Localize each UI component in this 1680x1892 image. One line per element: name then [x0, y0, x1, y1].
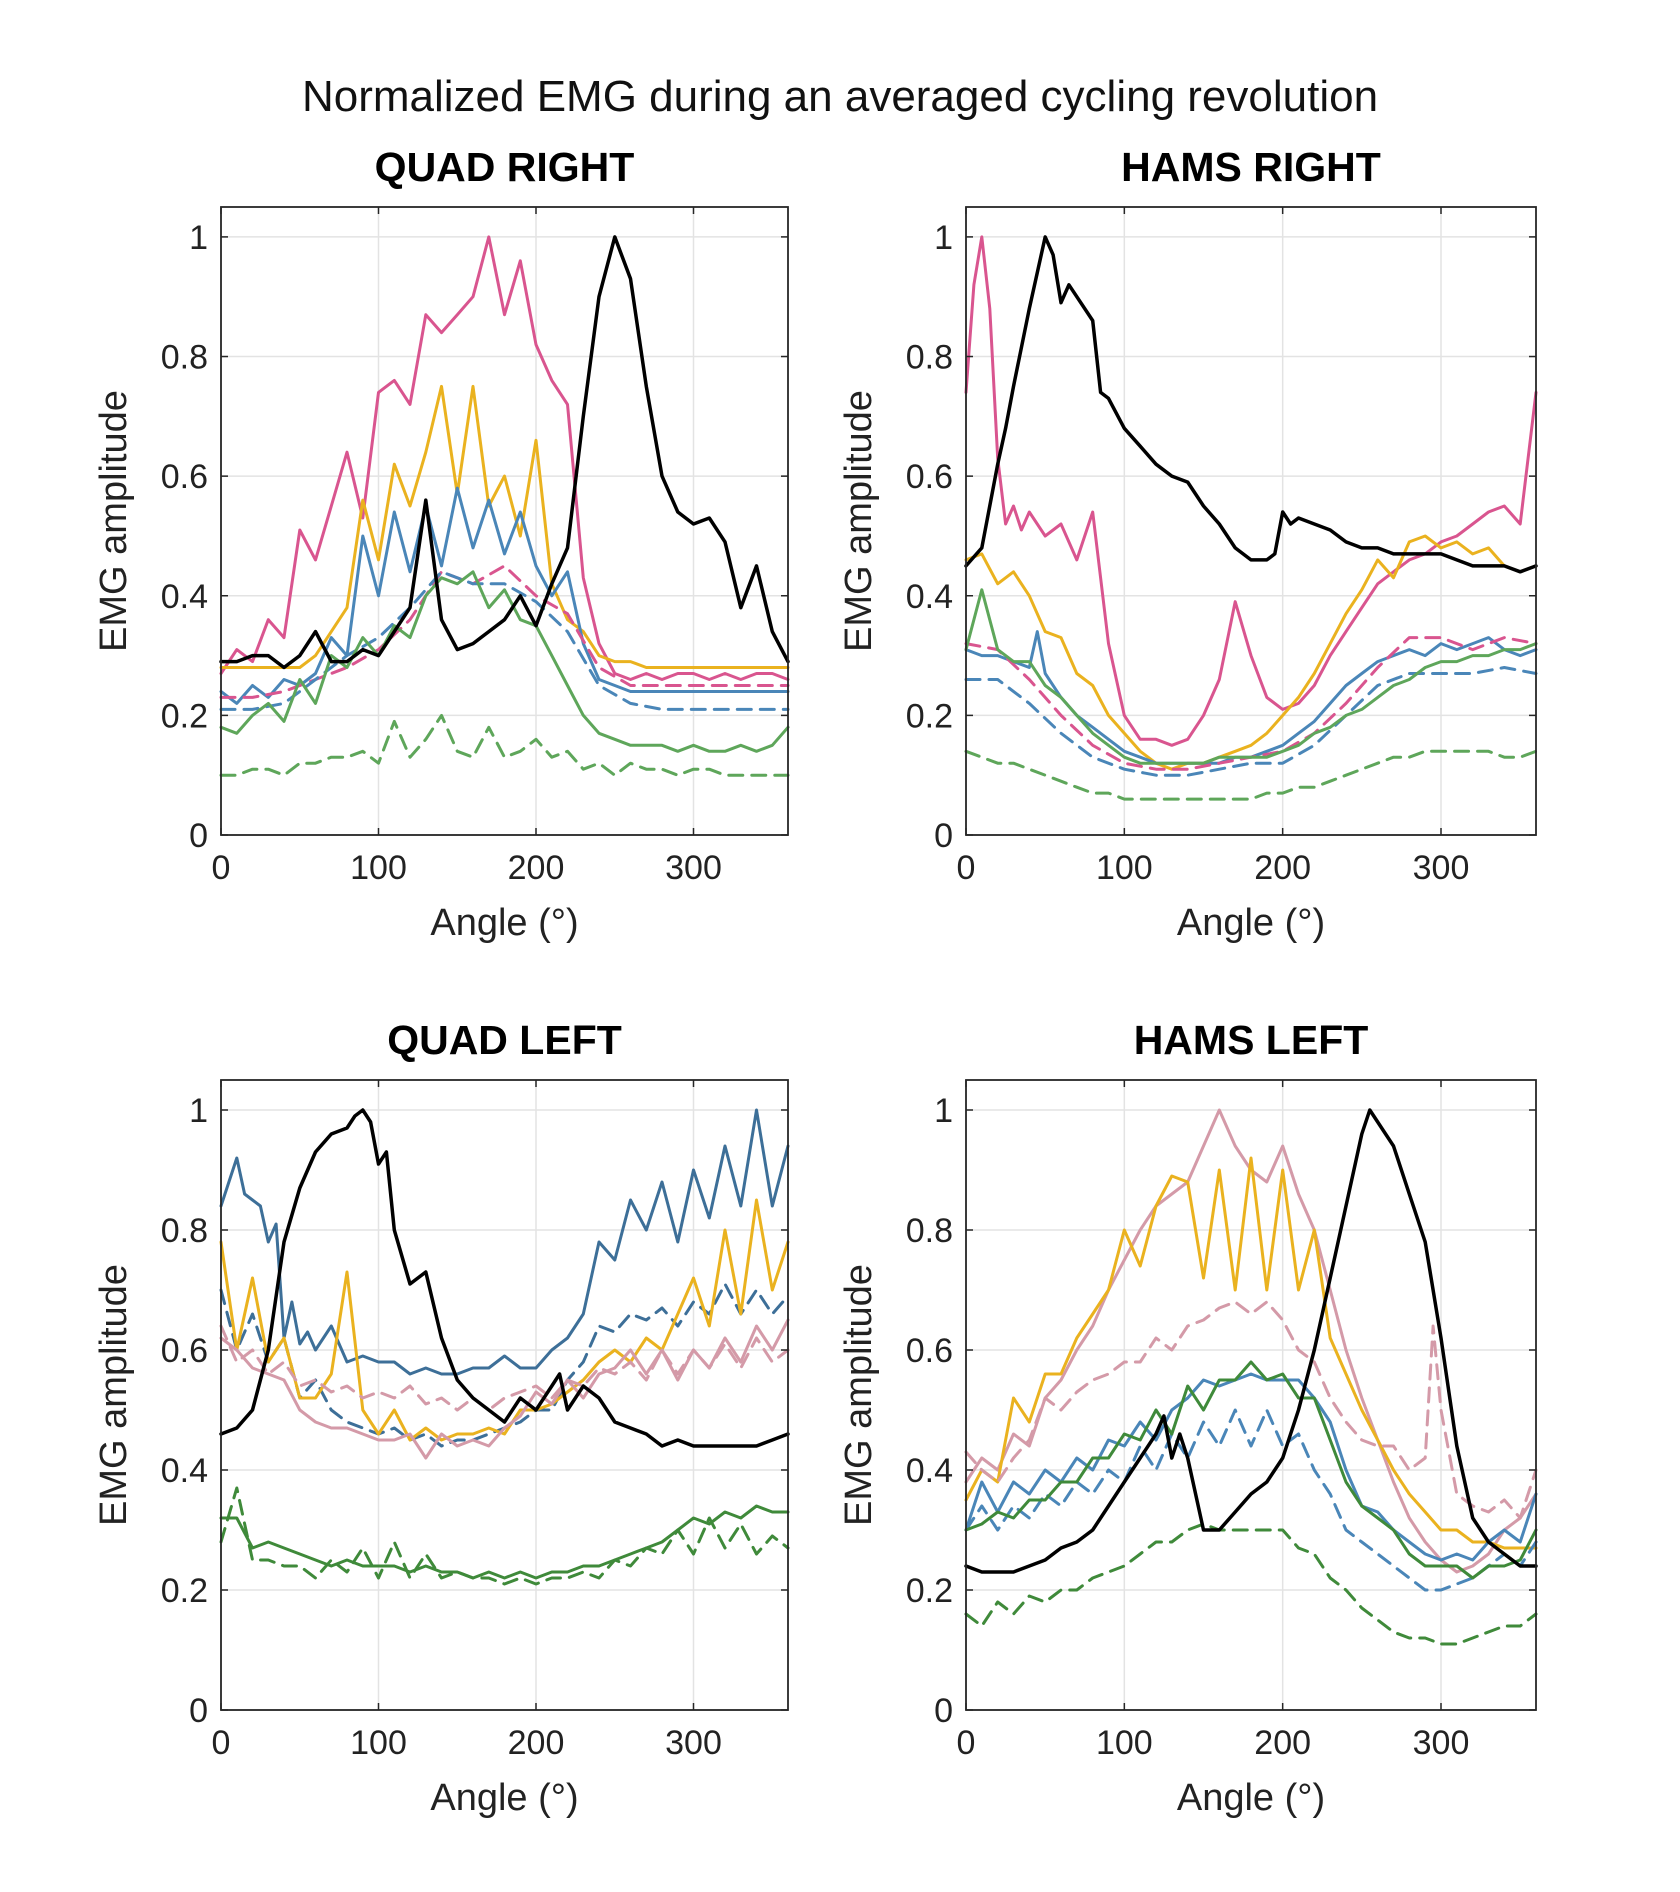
series-line-2 — [964, 1300, 1538, 1520]
x-tick-label: 200 — [508, 1724, 565, 1762]
y-tick-label: 0.8 — [906, 339, 953, 377]
y-tick-label: 0 — [189, 817, 208, 855]
series-line-5 — [219, 1108, 790, 1448]
y-tick-label: 0.2 — [161, 1572, 208, 1610]
y-tick-label: 0.8 — [906, 1212, 953, 1250]
plot-background — [966, 207, 1536, 835]
y-tick-label: 0.4 — [161, 578, 208, 616]
x-axis-label: Angle (°) — [430, 902, 578, 944]
x-tick-label: 200 — [1254, 849, 1311, 887]
series-line-4 — [219, 570, 790, 711]
series-line-5 — [964, 1360, 1538, 1580]
y-axis-label: EMG amplitude — [93, 390, 135, 652]
y-tick-label: 0 — [189, 1692, 208, 1730]
panel-title: QUAD LEFT — [387, 1017, 622, 1063]
series-line-4 — [964, 666, 1538, 777]
y-tick-label: 0.6 — [161, 458, 208, 496]
series-line-1 — [964, 534, 1538, 771]
x-tick-label: 300 — [1413, 1724, 1470, 1762]
y-axis-label: EMG amplitude — [838, 390, 880, 652]
x-tick-label: 100 — [350, 1724, 407, 1762]
plot-frame — [220, 206, 789, 836]
y-tick-label: 1 — [934, 219, 953, 257]
series-line-0 — [964, 235, 1538, 747]
y-tick-label: 0.2 — [906, 697, 953, 735]
x-tick-label: 300 — [665, 849, 722, 887]
y-axis-label: EMG amplitude — [93, 1264, 135, 1526]
y-tick-label: 0.6 — [161, 1332, 208, 1370]
series-line-7 — [964, 235, 1538, 574]
plot-frame — [965, 1079, 1537, 1711]
chart-3: 0 100 200 300 0 0.2 0.4 0.6 0.8 1 HAMS LEFT Angle (… — [838, 1017, 1538, 1819]
x-axis-label: Angle (°) — [1177, 1777, 1325, 1819]
chart-2: 0 100 200 300 0 0.2 0.4 0.6 0.8 1 QUAD LEFT Angle (… — [93, 1017, 790, 1819]
x-tick-label: 0 — [212, 1724, 231, 1762]
x-tick-label: 300 — [665, 1724, 722, 1762]
series-line-2 — [219, 1198, 790, 1442]
series-line-1 — [219, 384, 790, 669]
series-line-7 — [964, 1108, 1538, 1574]
y-tick-label: 0.4 — [161, 1452, 208, 1490]
series-line-6 — [964, 749, 1538, 801]
y-tick-label: 0.6 — [906, 1332, 953, 1370]
chart-0: 0 100 200 300 0 0.2 0.4 0.6 0.8 1 QUAD RIGHT Angle … — [93, 144, 790, 944]
series-line-0 — [219, 1108, 790, 1376]
y-tick-label: 0.6 — [906, 458, 953, 496]
series-line-2 — [219, 486, 790, 705]
x-axis-label: Angle (°) — [1177, 902, 1325, 944]
series-line-7 — [219, 1486, 790, 1586]
x-tick-label: 300 — [1413, 849, 1470, 887]
series-line-4 — [964, 1408, 1538, 1592]
x-tick-label: 100 — [1096, 849, 1153, 887]
y-tick-label: 0 — [934, 1692, 953, 1730]
y-tick-label: 0.4 — [906, 1452, 953, 1490]
y-tick-label: 0 — [934, 817, 953, 855]
series-line-5 — [219, 570, 790, 753]
series-line-5 — [964, 588, 1538, 765]
x-tick-label: 0 — [212, 849, 231, 887]
x-tick-label: 0 — [957, 1724, 976, 1762]
chart-1: 0 100 200 300 0 0.2 0.4 0.6 0.8 1 HAMS RIGHT Angle … — [838, 144, 1538, 944]
x-tick-label: 200 — [508, 849, 565, 887]
plot-frame — [220, 1079, 789, 1711]
y-tick-label: 0.4 — [906, 578, 953, 616]
y-tick-label: 1 — [189, 219, 208, 257]
x-tick-label: 100 — [350, 849, 407, 887]
y-tick-label: 0.2 — [161, 697, 208, 735]
y-tick-label: 1 — [189, 1092, 208, 1130]
x-tick-label: 100 — [1096, 1724, 1153, 1762]
series-line-6 — [219, 1504, 790, 1580]
x-axis-label: Angle (°) — [430, 1777, 578, 1819]
x-tick-label: 200 — [1254, 1724, 1311, 1762]
x-tick-label: 0 — [957, 849, 976, 887]
series-line-6 — [219, 713, 790, 777]
plot-frame — [965, 206, 1537, 836]
y-tick-label: 0.8 — [161, 1212, 208, 1250]
series-line-0 — [219, 235, 790, 681]
y-tick-label: 0.8 — [161, 339, 208, 377]
figure-title: Normalized EMG during an averaged cyclin… — [301, 72, 1379, 121]
series-line-4 — [219, 1324, 790, 1412]
y-axis-label: EMG amplitude — [838, 1264, 880, 1526]
y-tick-label: 0.2 — [906, 1572, 953, 1610]
panel-title: QUAD RIGHT — [375, 144, 635, 190]
y-tick-label: 1 — [934, 1092, 953, 1130]
series-line-7 — [219, 235, 790, 670]
panel-title: HAMS RIGHT — [1121, 144, 1381, 190]
panel-title: HAMS LEFT — [1134, 1017, 1369, 1063]
series-line-6 — [964, 1522, 1538, 1646]
series-line-1 — [964, 1156, 1538, 1550]
